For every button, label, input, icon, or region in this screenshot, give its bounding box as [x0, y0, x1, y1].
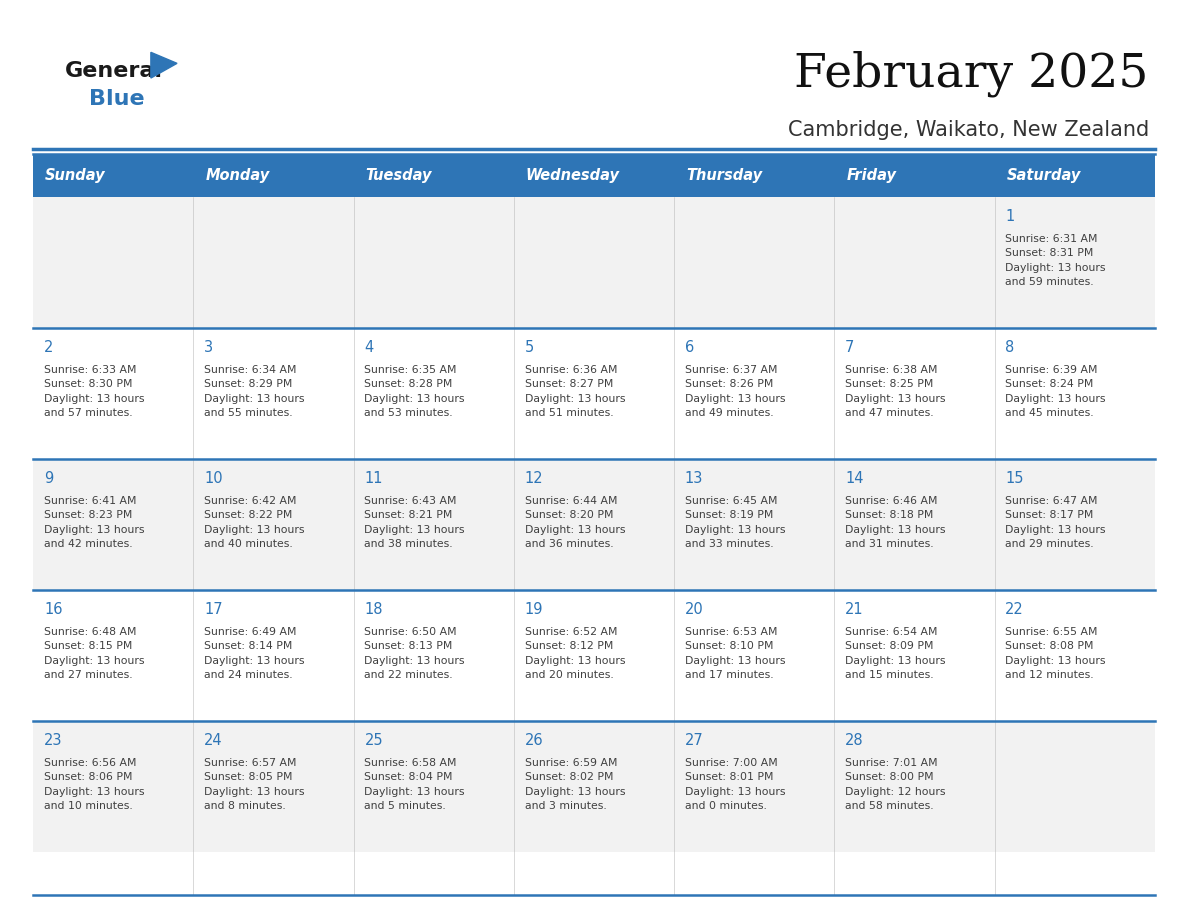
Text: General: General: [65, 61, 163, 81]
Text: 20: 20: [684, 602, 703, 617]
Bar: [33, 154, 1155, 197]
Text: Sunrise: 6:50 AM
Sunset: 8:13 PM
Daylight: 13 hours
and 22 minutes.: Sunrise: 6:50 AM Sunset: 8:13 PM Dayligh…: [365, 627, 465, 680]
Text: 23: 23: [44, 733, 63, 748]
Text: 12: 12: [525, 471, 543, 487]
Text: Sunrise: 6:42 AM
Sunset: 8:22 PM
Daylight: 13 hours
and 40 minutes.: Sunrise: 6:42 AM Sunset: 8:22 PM Dayligh…: [204, 496, 304, 549]
Text: Tuesday: Tuesday: [366, 168, 432, 184]
Text: Sunrise: 6:37 AM
Sunset: 8:26 PM
Daylight: 13 hours
and 49 minutes.: Sunrise: 6:37 AM Sunset: 8:26 PM Dayligh…: [684, 365, 785, 419]
Text: Thursday: Thursday: [685, 168, 763, 184]
Text: Sunrise: 6:49 AM
Sunset: 8:14 PM
Daylight: 13 hours
and 24 minutes.: Sunrise: 6:49 AM Sunset: 8:14 PM Dayligh…: [204, 627, 304, 680]
Text: Sunrise: 7:00 AM
Sunset: 8:01 PM
Daylight: 13 hours
and 0 minutes.: Sunrise: 7:00 AM Sunset: 8:01 PM Dayligh…: [684, 757, 785, 811]
Text: 24: 24: [204, 733, 223, 748]
Text: Sunrise: 6:41 AM
Sunset: 8:23 PM
Daylight: 13 hours
and 42 minutes.: Sunrise: 6:41 AM Sunset: 8:23 PM Dayligh…: [44, 496, 145, 549]
Text: 17: 17: [204, 602, 223, 617]
Text: Blue: Blue: [89, 89, 145, 109]
Text: 5: 5: [525, 341, 533, 355]
Text: Sunrise: 6:57 AM
Sunset: 8:05 PM
Daylight: 13 hours
and 8 minutes.: Sunrise: 6:57 AM Sunset: 8:05 PM Dayligh…: [204, 757, 304, 811]
Text: 7: 7: [845, 341, 854, 355]
Text: Sunrise: 6:33 AM
Sunset: 8:30 PM
Daylight: 13 hours
and 57 minutes.: Sunrise: 6:33 AM Sunset: 8:30 PM Dayligh…: [44, 365, 145, 419]
Text: Sunrise: 6:31 AM
Sunset: 8:31 PM
Daylight: 13 hours
and 59 minutes.: Sunrise: 6:31 AM Sunset: 8:31 PM Dayligh…: [1005, 234, 1106, 287]
Text: 1: 1: [1005, 209, 1015, 224]
Text: Sunrise: 6:56 AM
Sunset: 8:06 PM
Daylight: 13 hours
and 10 minutes.: Sunrise: 6:56 AM Sunset: 8:06 PM Dayligh…: [44, 757, 145, 811]
Text: 4: 4: [365, 341, 374, 355]
Bar: [33, 197, 1155, 329]
Text: 18: 18: [365, 602, 383, 617]
Text: Sunrise: 6:52 AM
Sunset: 8:12 PM
Daylight: 13 hours
and 20 minutes.: Sunrise: 6:52 AM Sunset: 8:12 PM Dayligh…: [525, 627, 625, 680]
Text: February 2025: February 2025: [795, 50, 1149, 96]
Bar: [33, 459, 1155, 590]
Text: 19: 19: [525, 602, 543, 617]
Text: Sunrise: 6:54 AM
Sunset: 8:09 PM
Daylight: 13 hours
and 15 minutes.: Sunrise: 6:54 AM Sunset: 8:09 PM Dayligh…: [845, 627, 946, 680]
Text: 14: 14: [845, 471, 864, 487]
Text: Sunrise: 6:34 AM
Sunset: 8:29 PM
Daylight: 13 hours
and 55 minutes.: Sunrise: 6:34 AM Sunset: 8:29 PM Dayligh…: [204, 365, 304, 419]
Bar: [33, 721, 1155, 852]
Text: 3: 3: [204, 341, 214, 355]
Text: Sunrise: 6:55 AM
Sunset: 8:08 PM
Daylight: 13 hours
and 12 minutes.: Sunrise: 6:55 AM Sunset: 8:08 PM Dayligh…: [1005, 627, 1106, 680]
Text: 8: 8: [1005, 341, 1015, 355]
Text: Sunrise: 6:35 AM
Sunset: 8:28 PM
Daylight: 13 hours
and 53 minutes.: Sunrise: 6:35 AM Sunset: 8:28 PM Dayligh…: [365, 365, 465, 419]
Text: Sunrise: 6:47 AM
Sunset: 8:17 PM
Daylight: 13 hours
and 29 minutes.: Sunrise: 6:47 AM Sunset: 8:17 PM Dayligh…: [1005, 496, 1106, 549]
Text: Cambridge, Waikato, New Zealand: Cambridge, Waikato, New Zealand: [788, 120, 1149, 140]
Text: 26: 26: [525, 733, 543, 748]
Text: 15: 15: [1005, 471, 1024, 487]
Text: 27: 27: [684, 733, 703, 748]
Text: Sunrise: 6:46 AM
Sunset: 8:18 PM
Daylight: 13 hours
and 31 minutes.: Sunrise: 6:46 AM Sunset: 8:18 PM Dayligh…: [845, 496, 946, 549]
Text: 28: 28: [845, 733, 864, 748]
Text: Sunrise: 6:43 AM
Sunset: 8:21 PM
Daylight: 13 hours
and 38 minutes.: Sunrise: 6:43 AM Sunset: 8:21 PM Dayligh…: [365, 496, 465, 549]
Text: 16: 16: [44, 602, 63, 617]
Text: Saturday: Saturday: [1006, 168, 1081, 184]
Bar: [33, 590, 1155, 721]
Text: Friday: Friday: [846, 168, 896, 184]
Text: 6: 6: [684, 341, 694, 355]
Text: Sunrise: 6:45 AM
Sunset: 8:19 PM
Daylight: 13 hours
and 33 minutes.: Sunrise: 6:45 AM Sunset: 8:19 PM Dayligh…: [684, 496, 785, 549]
Polygon shape: [151, 52, 177, 78]
Text: 25: 25: [365, 733, 383, 748]
Bar: [33, 329, 1155, 459]
Text: 13: 13: [684, 471, 703, 487]
Text: Sunrise: 6:48 AM
Sunset: 8:15 PM
Daylight: 13 hours
and 27 minutes.: Sunrise: 6:48 AM Sunset: 8:15 PM Dayligh…: [44, 627, 145, 680]
Text: Sunrise: 6:58 AM
Sunset: 8:04 PM
Daylight: 13 hours
and 5 minutes.: Sunrise: 6:58 AM Sunset: 8:04 PM Dayligh…: [365, 757, 465, 811]
Text: Sunrise: 6:44 AM
Sunset: 8:20 PM
Daylight: 13 hours
and 36 minutes.: Sunrise: 6:44 AM Sunset: 8:20 PM Dayligh…: [525, 496, 625, 549]
Text: Sunrise: 6:39 AM
Sunset: 8:24 PM
Daylight: 13 hours
and 45 minutes.: Sunrise: 6:39 AM Sunset: 8:24 PM Dayligh…: [1005, 365, 1106, 419]
Text: 21: 21: [845, 602, 864, 617]
Text: Sunrise: 6:53 AM
Sunset: 8:10 PM
Daylight: 13 hours
and 17 minutes.: Sunrise: 6:53 AM Sunset: 8:10 PM Dayligh…: [684, 627, 785, 680]
Text: 11: 11: [365, 471, 383, 487]
Text: 22: 22: [1005, 602, 1024, 617]
Text: Sunday: Sunday: [45, 168, 106, 184]
Text: 10: 10: [204, 471, 223, 487]
Text: Sunrise: 6:36 AM
Sunset: 8:27 PM
Daylight: 13 hours
and 51 minutes.: Sunrise: 6:36 AM Sunset: 8:27 PM Dayligh…: [525, 365, 625, 419]
Text: 2: 2: [44, 341, 53, 355]
Text: Monday: Monday: [206, 168, 270, 184]
Text: Sunrise: 7:01 AM
Sunset: 8:00 PM
Daylight: 12 hours
and 58 minutes.: Sunrise: 7:01 AM Sunset: 8:00 PM Dayligh…: [845, 757, 946, 811]
Text: Sunrise: 6:38 AM
Sunset: 8:25 PM
Daylight: 13 hours
and 47 minutes.: Sunrise: 6:38 AM Sunset: 8:25 PM Dayligh…: [845, 365, 946, 419]
Text: Sunrise: 6:59 AM
Sunset: 8:02 PM
Daylight: 13 hours
and 3 minutes.: Sunrise: 6:59 AM Sunset: 8:02 PM Dayligh…: [525, 757, 625, 811]
Text: 9: 9: [44, 471, 53, 487]
Text: Wednesday: Wednesday: [526, 168, 620, 184]
